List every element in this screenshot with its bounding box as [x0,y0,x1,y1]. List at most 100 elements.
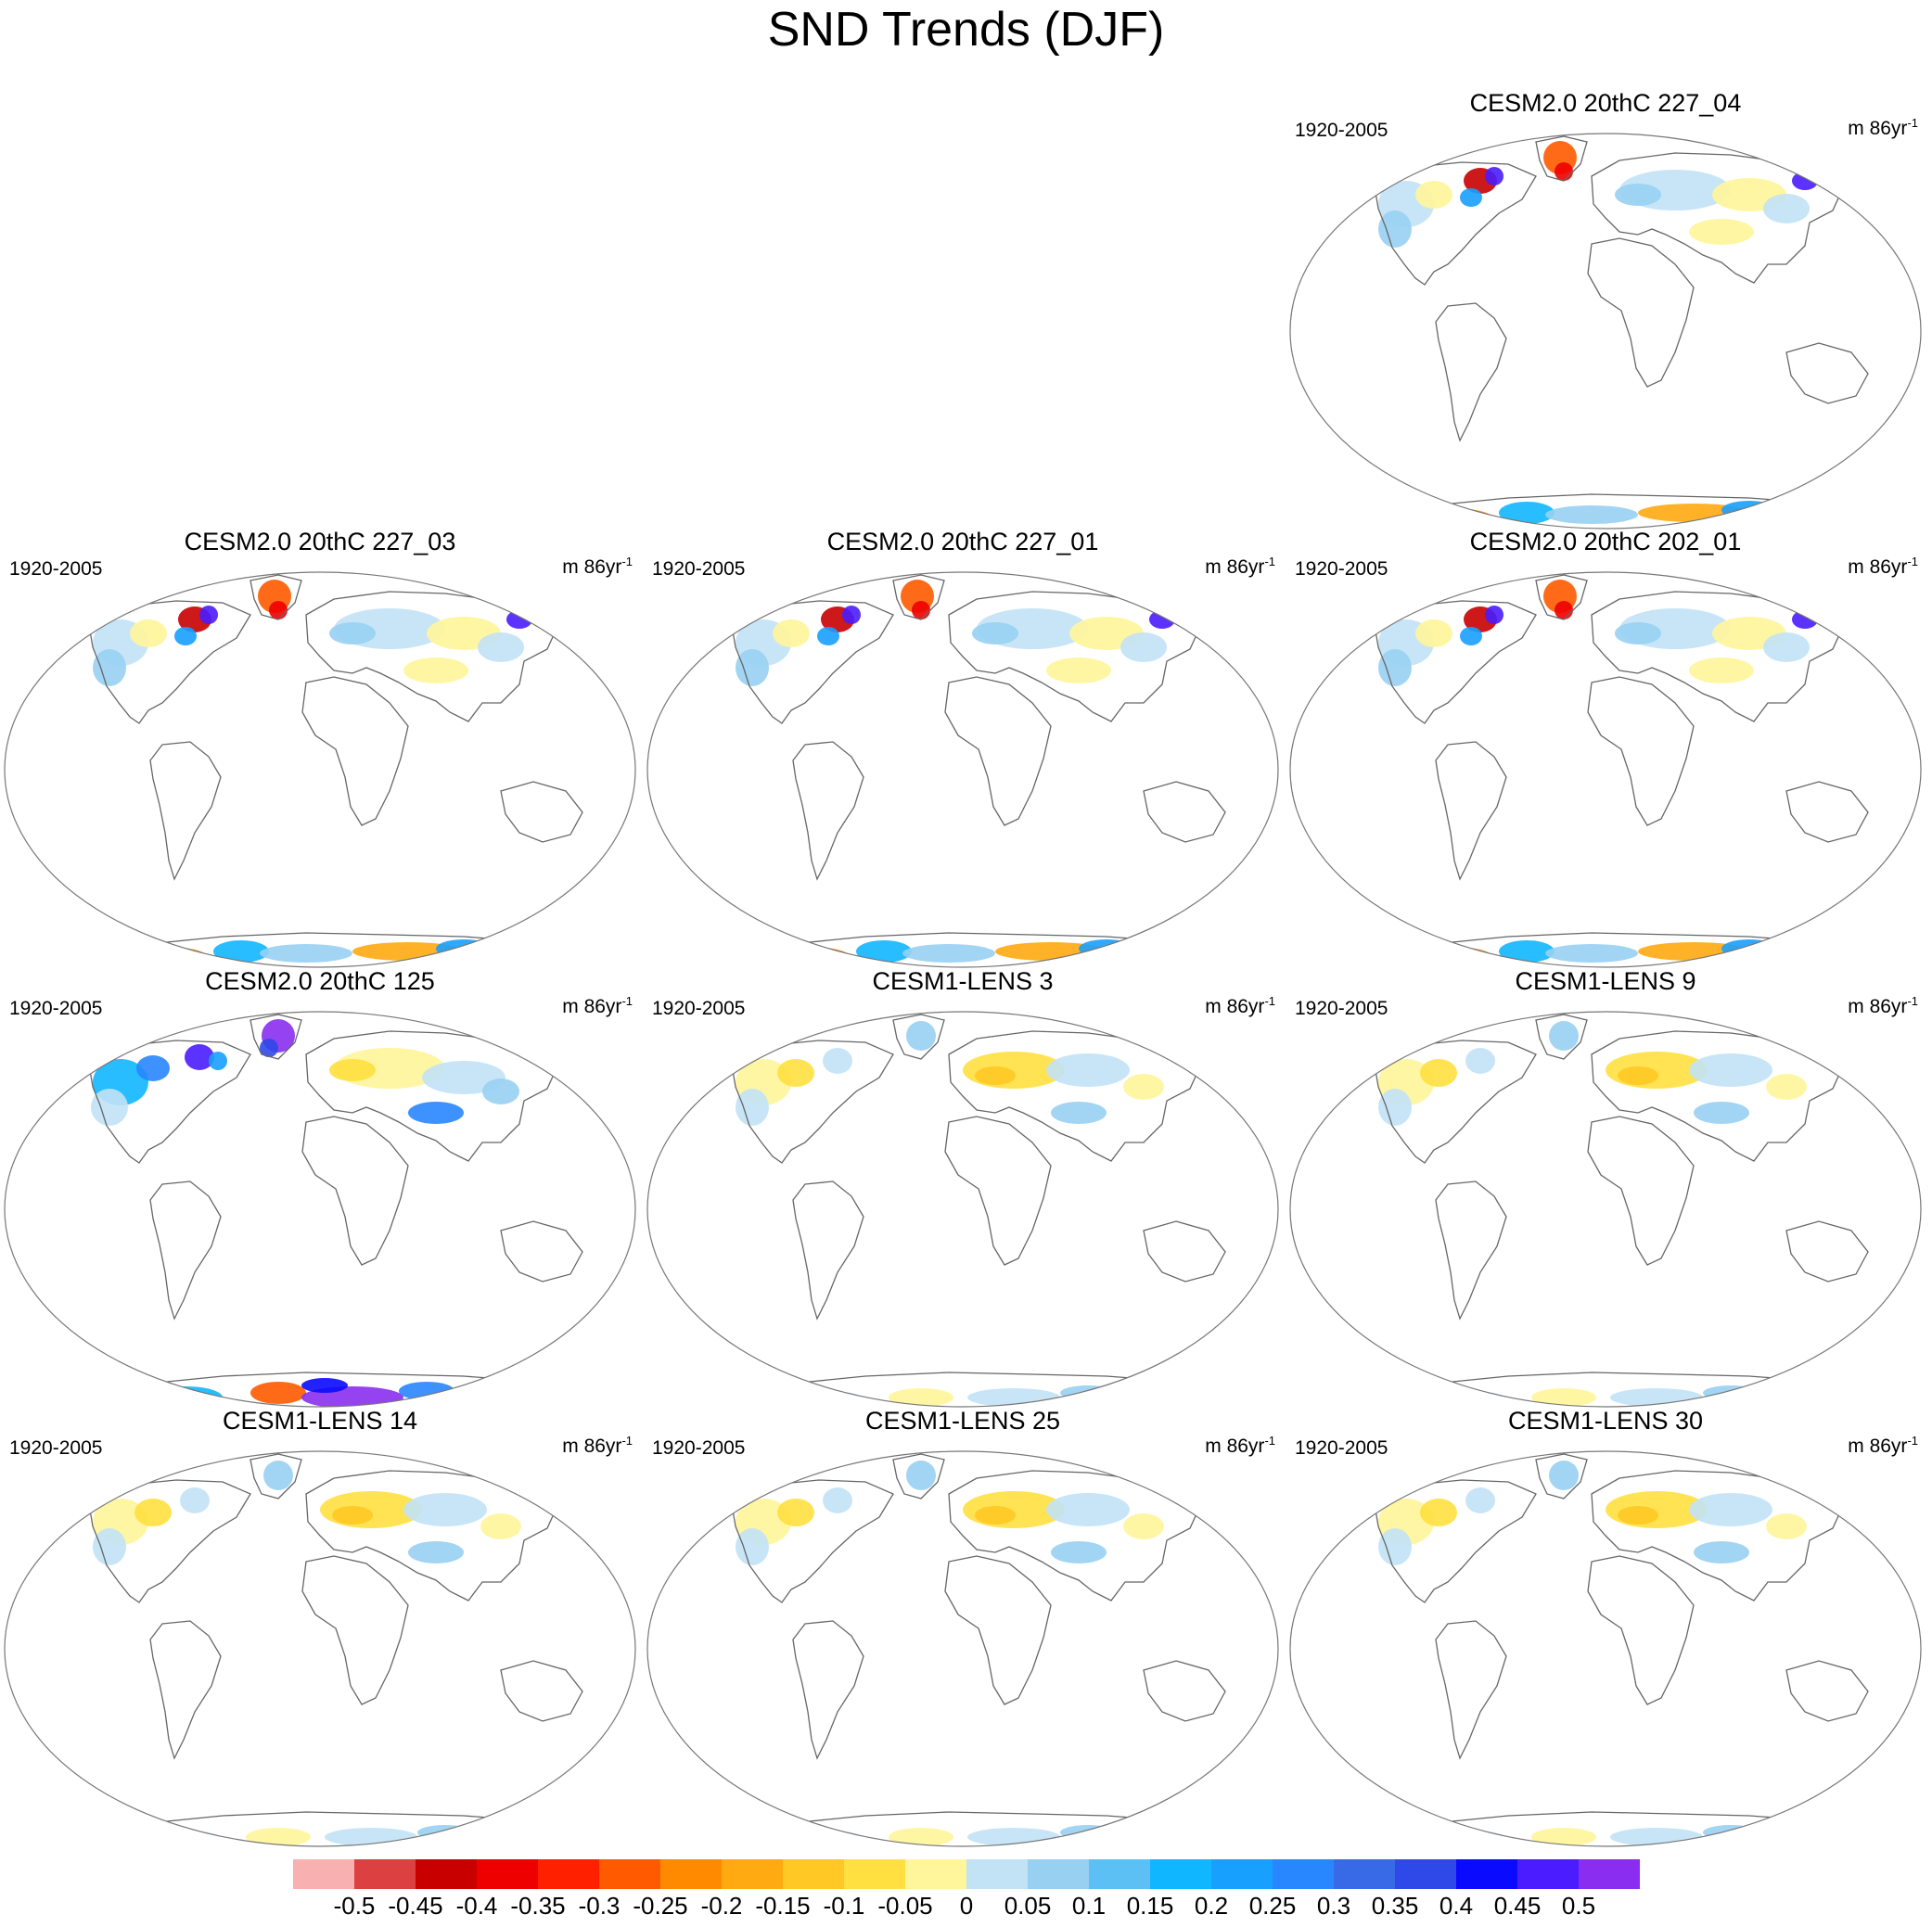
map-panel: CESM2.0 20thC 227_01 1920-2005 m 86yr-1 [643,527,1283,968]
map-boundary [4,571,636,968]
colorbar-box [1028,1859,1089,1889]
trend-patch [1694,1102,1749,1124]
colorbar-tick-label: -0.5 [333,1892,376,1920]
panel-units-exponent: -1 [1264,994,1275,1008]
world-map [646,1011,1279,1408]
coastline [730,1040,894,1164]
world-map [646,1450,1279,1847]
coastline [944,1116,1052,1266]
colorbar-box [966,1859,1028,1889]
coastline [1435,1620,1507,1760]
map-boundary [1289,133,1922,530]
panel-period: 1920-2005 [9,558,103,580]
colorbar-tick-label: -0.15 [755,1892,811,1920]
trend-patch [1763,632,1810,662]
panel-period: 1920-2005 [1295,120,1388,141]
trend-patch [1549,1021,1579,1051]
colorbar-tick-label: 0.3 [1316,1892,1351,1920]
trend-patch [1763,194,1810,223]
trend-patch [1060,1385,1116,1400]
colorbar-box [1211,1859,1273,1889]
trend-patch [403,657,468,683]
trend-patch [91,1089,128,1126]
panel-title: CESM1-LENS 3 [872,967,1054,995]
trend-patch [912,601,930,619]
trend-patch [180,1487,210,1513]
colorbar [293,1859,1640,1889]
panel-units-text: m 86yr [562,1436,622,1457]
trend-patch [260,1039,278,1057]
trend-patch [482,1078,519,1104]
colorbar-tick-label: 0 [959,1892,974,1920]
panel-units-exponent: -1 [1907,1434,1918,1448]
trend-patch [975,1066,1016,1085]
colorbar-box [538,1859,599,1889]
trend-patch [902,944,995,963]
panel-units: m 86yr-1 [1205,1434,1275,1458]
panel-title: CESM1-LENS 30 [1507,1407,1704,1435]
trend-patch [823,1487,852,1513]
colorbar-box [1334,1859,1395,1889]
colorbar-box [477,1859,538,1889]
coastline [149,1180,222,1321]
trend-patch [1465,1487,1495,1513]
trend-patch [1378,211,1412,248]
trend-patch [1689,1053,1772,1087]
map-panel: CESM2.0 20thC 227_04 1920-2005 m 86yr-1 [1286,88,1926,530]
trend-patch [136,1055,170,1081]
coastline [249,574,302,620]
trend-patch [856,940,912,963]
world-map [4,571,636,968]
coastline [892,1014,945,1060]
trend-patch [1689,219,1754,245]
panel-title: CESM2.0 20thC 202_01 [1469,528,1742,555]
coastline [1405,932,1810,967]
trend-patch [1721,501,1777,519]
map-boundary [646,571,1279,968]
coastline [1535,1014,1588,1060]
trend-patch [130,619,167,647]
coastline [1405,1811,1810,1846]
trend-patch [209,1052,227,1070]
colorbar-tick-label: -0.25 [633,1892,688,1920]
colorbar-tick-label: -0.05 [877,1892,933,1920]
trend-patch [1766,1513,1807,1539]
trend-patch [1721,939,1777,958]
coastline [120,932,525,967]
colorbar-tick-label: -0.4 [455,1892,498,1920]
coastline [305,1030,557,1162]
trend-patch [480,1513,521,1539]
panel-units-exponent: -1 [1264,555,1275,568]
trend-patch [842,606,861,624]
colorbar-box [783,1859,844,1889]
world-map [646,571,1279,968]
panel-units-exponent: -1 [621,555,633,568]
colorbar-box [1395,1859,1456,1889]
coastline [792,1620,864,1760]
panel-units-exponent: -1 [1907,116,1918,130]
map-panel: CESM1-LENS 3 1920-2005 m 86yr-1 [643,966,1283,1408]
coastline [1587,237,1695,388]
trend-patch [93,1528,126,1565]
coastline [730,600,894,724]
panel-period: 1920-2005 [1295,558,1388,580]
coastline [1373,1040,1537,1164]
world-map [1289,1011,1922,1408]
colorbar-tick-label: -0.3 [578,1892,621,1920]
panel-units-text: m 86yr [1205,556,1265,578]
panel-period: 1920-2005 [652,558,746,580]
figure-title: SND Trends (DJF) [767,3,1165,57]
colorbar-tick-label: 0.5 [1561,1892,1596,1920]
coastline [1785,342,1869,404]
coastline [944,676,1052,826]
trend-patch [1415,619,1452,647]
trend-patch [1615,622,1661,644]
trend-patch [1766,1074,1807,1100]
coastline [87,1479,251,1603]
coastline [1587,1555,1695,1705]
panel-period: 1920-2005 [652,1437,746,1459]
trend-patch [436,939,492,958]
trend-patch [1460,627,1482,645]
panel-units-text: m 86yr [1848,556,1908,578]
trend-patch [1465,1048,1495,1074]
